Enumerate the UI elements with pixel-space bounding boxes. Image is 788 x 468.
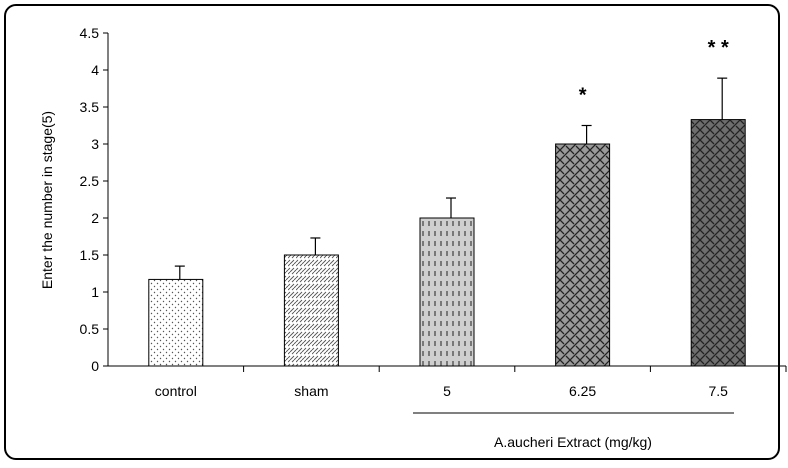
y-axis-ticks: 0 0.5 1 1.5 2 2.5 3 3.5 4 4.5 xyxy=(80,25,108,374)
group-label: A.aucheri Extract (mg/kg) xyxy=(494,434,652,450)
y-tick-label: 4 xyxy=(91,62,99,78)
y-tick-label: 2.5 xyxy=(80,173,100,189)
significance-marker: * * xyxy=(708,37,729,59)
bar-sham xyxy=(283,254,339,367)
bar-5 xyxy=(419,217,475,367)
y-tick-label: 3.5 xyxy=(80,99,100,115)
x-tick-label: 7.5 xyxy=(708,383,728,399)
y-tick-label: 4.5 xyxy=(80,25,100,41)
y-tick-label: 2 xyxy=(91,210,99,226)
bars: * * * xyxy=(148,37,746,367)
y-tick-label: 1.5 xyxy=(80,247,100,263)
x-tick-label: sham xyxy=(294,383,328,399)
y-tick-label: 3 xyxy=(91,136,99,152)
y-tick-label: 1 xyxy=(91,284,99,300)
bar-7-5 xyxy=(690,119,746,367)
x-tick-label: control xyxy=(155,383,197,399)
y-tick-label: 0.5 xyxy=(80,321,100,337)
significance-marker: * xyxy=(579,85,587,107)
bar-6-25 xyxy=(555,143,611,367)
y-tick-label: 0 xyxy=(91,358,99,374)
x-axis-tick-labels: control sham 5 6.25 7.5 xyxy=(155,366,787,399)
chart-frame xyxy=(4,4,780,460)
bar-control xyxy=(148,278,204,367)
x-tick-label: 5 xyxy=(443,383,451,399)
x-tick-label: 6.25 xyxy=(569,383,596,399)
y-axis-label: Enter the number in stage(5) xyxy=(39,111,55,289)
